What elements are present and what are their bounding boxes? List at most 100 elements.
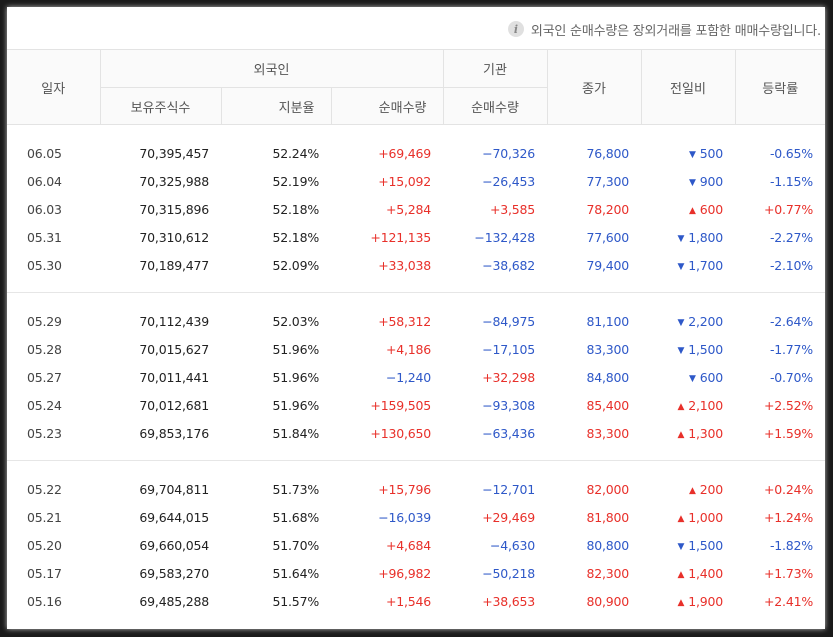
- close-cell: 84,800: [586, 369, 629, 385]
- close-cell: 78,200: [586, 201, 629, 217]
- table-body: 06.05 70,395,457 52.24% +69,469 −70,326 76,80…: [7, 125, 825, 624]
- holdings-cell: 69,485,288: [139, 593, 209, 609]
- ratio-cell: 52.09%: [221, 251, 331, 293]
- rate-cell: -1.77%: [769, 341, 813, 357]
- inst-net-cell: −132,428: [474, 229, 535, 245]
- holdings-cell: 70,012,681: [139, 397, 209, 413]
- close-cell: 83,300: [547, 419, 641, 461]
- ratio-cell: 51.96%: [272, 341, 320, 357]
- change-value: 2,200: [688, 313, 723, 329]
- foreign-net-cell: +15,092: [378, 173, 431, 189]
- header-close: 종가: [546, 49, 641, 125]
- table-row: 06.05 70,395,457 52.24% +69,469 −70,326 76,80…: [7, 125, 825, 168]
- date-cell: 05.21: [27, 509, 62, 525]
- holdings-cell: 69,853,176: [100, 419, 221, 461]
- foreign-net-cell: −16,039: [378, 509, 431, 525]
- close-cell: 77,300: [586, 173, 629, 189]
- up-triangle-icon: ▲: [677, 401, 685, 412]
- date-cell: 05.16: [27, 593, 62, 609]
- trading-panel: i 외국인 순매수량은 장외거래를 포함한 매매수량입니다. 일자 외국인 기관…: [7, 7, 825, 629]
- inst-net-cell: −93,308: [482, 397, 535, 413]
- change-value: 1,500: [688, 341, 723, 357]
- holdings-cell: 70,395,457: [139, 145, 209, 161]
- table-row: 05.27 70,011,441 51.96% −1,240 +32,298 84,800…: [7, 363, 825, 391]
- table-row: 05.17 69,583,270 51.64% +96,982 −50,218 82,30…: [7, 559, 825, 587]
- rate-cell: +1.59%: [735, 419, 825, 461]
- rate-cell: -2.64%: [769, 313, 813, 329]
- holdings-cell: 70,015,627: [139, 341, 209, 357]
- change-cell: ▲ 600: [641, 195, 735, 223]
- foreign-net-cell: +58,312: [378, 313, 431, 329]
- foreign-net-cell: +33,038: [331, 251, 443, 293]
- ratio-cell: 51.84%: [221, 419, 331, 461]
- holdings-cell: 70,310,612: [139, 229, 209, 245]
- table-row: 05.24 70,012,681 51.96% +159,505 −93,308 85,4…: [7, 391, 825, 419]
- inst-net-cell: −70,326: [482, 145, 535, 161]
- table-row: 06.04 70,325,988 52.19% +15,092 −26,453 77,30…: [7, 167, 825, 195]
- holdings-cell: 70,189,477: [100, 251, 221, 293]
- date-cell: 05.17: [27, 565, 62, 581]
- ratio-cell: 52.19%: [272, 173, 320, 189]
- header-ratio: 지분율: [220, 87, 331, 125]
- up-triangle-icon: ▲: [677, 429, 685, 440]
- change-value: 200: [699, 481, 723, 497]
- close-cell: 82,300: [586, 565, 629, 581]
- change-value: 1,800: [688, 229, 723, 245]
- notice-text: 외국인 순매수량은 장외거래를 포함한 매매수량입니다.: [530, 23, 821, 39]
- down-triangle-icon: ▼: [689, 373, 696, 384]
- ratio-cell: 52.18%: [272, 201, 320, 217]
- header-institution: 기관: [442, 49, 547, 88]
- up-triangle-icon: ▲: [689, 205, 696, 216]
- close-cell: 81,100: [586, 313, 629, 329]
- ratio-cell: 52.18%: [272, 229, 320, 245]
- rate-cell: -0.70%: [769, 369, 813, 385]
- change-cell: ▼ 1,500: [641, 335, 735, 363]
- foreign-net-cell: +4,186: [385, 341, 431, 357]
- change-value: 500: [699, 145, 723, 161]
- rate-cell: -0.65%: [769, 145, 813, 161]
- notice-bar: i 외국인 순매수량은 장외거래를 포함한 매매수량입니다.: [507, 19, 821, 39]
- inst-net-cell: −26,453: [482, 173, 535, 189]
- change-value: 1,900: [688, 593, 723, 609]
- foreign-net-cell: +69,469: [378, 145, 431, 161]
- table-row: 05.22 69,704,811 51.73% +15,796 −12,701 82,00…: [7, 461, 825, 504]
- table-row: 05.20 69,660,054 51.70% +4,684 −4,630 80,800 ▼…: [7, 531, 825, 559]
- info-icon[interactable]: i: [507, 21, 524, 37]
- holdings-cell: 70,315,896: [139, 201, 209, 217]
- close-cell: 81,800: [586, 509, 629, 525]
- ratio-cell: 51.73%: [272, 481, 320, 497]
- inst-net-cell: −38,682: [443, 251, 547, 293]
- inst-net-cell: +32,298: [482, 369, 535, 385]
- date-cell: 06.05: [27, 145, 62, 161]
- ratio-cell: 51.96%: [272, 369, 320, 385]
- close-cell: 85,400: [586, 397, 629, 413]
- rate-cell: -2.27%: [769, 229, 813, 245]
- date-cell: 05.23: [7, 419, 100, 461]
- down-triangle-icon: ▼: [677, 345, 685, 356]
- change-cell: ▼ 900: [641, 167, 735, 195]
- ratio-cell: 51.57%: [272, 593, 320, 609]
- rate-cell: -2.10%: [735, 251, 825, 293]
- date-cell: 05.28: [27, 341, 62, 357]
- change-value: 2,100: [688, 397, 723, 413]
- date-cell: 05.24: [27, 397, 62, 413]
- table-row: 05.21 69,644,015 51.68% −16,039 +29,469 81,80…: [7, 503, 825, 531]
- change-cell: ▲ 1,000: [641, 503, 735, 531]
- header-foreign: 외국인: [99, 49, 443, 88]
- foreign-net-cell: +121,135: [370, 229, 431, 245]
- foreign-net-cell: +4,684: [385, 537, 431, 553]
- ratio-cell: 52.03%: [272, 313, 320, 329]
- holdings-cell: 69,704,811: [139, 481, 209, 497]
- change-value: 1,700: [688, 257, 723, 273]
- down-triangle-icon: ▼: [677, 261, 685, 272]
- inst-net-cell: +38,653: [482, 593, 535, 609]
- up-triangle-icon: ▲: [677, 569, 685, 580]
- header-date: 일자: [7, 49, 100, 125]
- change-cell: ▲ 1,300: [641, 419, 735, 461]
- header-holdings: 보유주식수: [99, 87, 221, 125]
- change-value: 900: [699, 173, 723, 189]
- ratio-cell: 51.96%: [272, 397, 320, 413]
- change-cell: ▲ 1,900: [641, 587, 735, 623]
- holdings-cell: 69,583,270: [139, 565, 209, 581]
- date-cell: 05.29: [27, 313, 62, 329]
